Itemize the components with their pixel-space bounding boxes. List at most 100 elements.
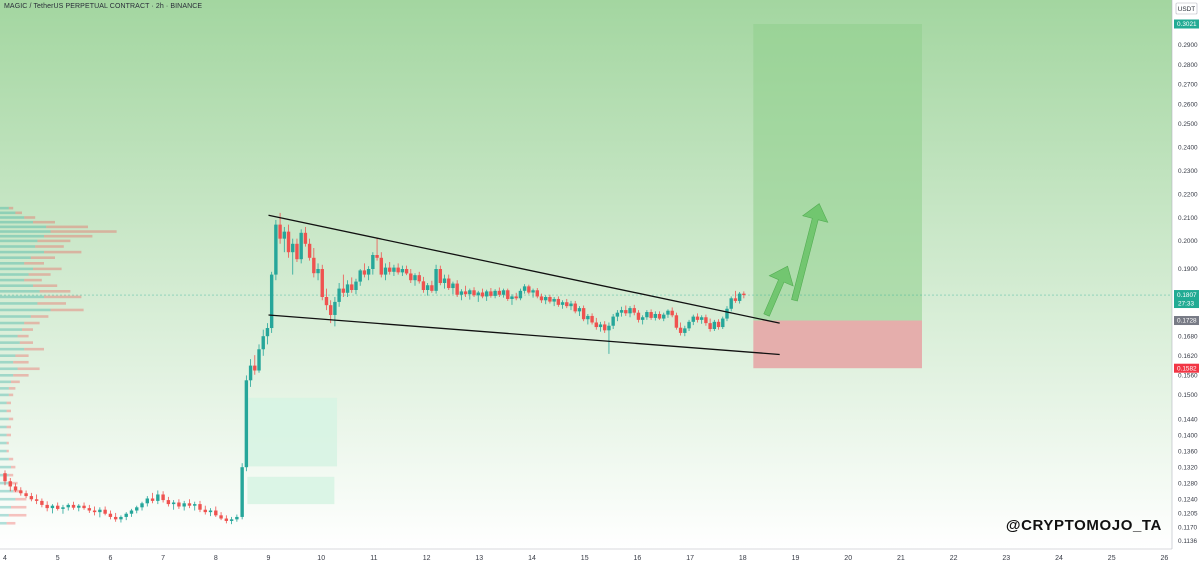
candle-body: [71, 504, 76, 508]
volume-profile-buy-bar: [0, 262, 25, 265]
trendline-upper: [268, 214, 780, 324]
price-label-last: 0.1807: [1177, 292, 1197, 299]
candle-body: [166, 500, 171, 505]
candle-body: [510, 296, 514, 299]
volume-profile-sell-bar: [24, 278, 42, 282]
time-tick-label: 24: [1055, 555, 1063, 562]
volume-profile-buy-bar: [0, 393, 9, 397]
candle-body: [103, 509, 107, 514]
volume-profile-sell-bar: [6, 521, 16, 525]
volume-profile-sell-bar: [8, 206, 14, 210]
volume-profile-buy-bar: [0, 409, 7, 413]
candle-body: [649, 312, 653, 318]
volume-profile-buy-bar: [0, 225, 47, 229]
candle-body: [396, 267, 400, 273]
volume-profile-sell-bar: [8, 457, 14, 461]
currency-box: [1175, 2, 1198, 15]
candle-body: [240, 467, 244, 517]
price-axis[interactable]: USDT 0.2900 0.2800 0.2700 0.2600 0.2500 0.2400…: [1171, 0, 1200, 565]
candle-body: [447, 278, 451, 289]
currency-label: USDT: [1178, 6, 1195, 13]
candle-body: [662, 314, 666, 319]
candle-body: [299, 232, 303, 260]
candle-body: [737, 293, 742, 301]
price-label-stop: 0.1582: [1177, 365, 1197, 372]
time-tick-label: 13: [475, 555, 483, 562]
price-label-box-stop: [1174, 363, 1199, 373]
candle-body: [463, 291, 468, 295]
candle-body: [362, 270, 367, 275]
chart-background: [0, 0, 1172, 549]
price-tick-label: 0.1500: [1178, 392, 1198, 399]
volume-profile-sell-bar: [33, 220, 55, 224]
volume-profile-sell-bar: [17, 334, 29, 338]
candle-body: [480, 292, 485, 297]
volume-profile-buy-bar: [0, 308, 51, 312]
candle-body: [674, 315, 679, 328]
volume-profile-sell-bar: [24, 347, 44, 351]
time-tick-label: 16: [634, 555, 642, 562]
volume-profile-buy-bar: [0, 284, 33, 287]
volume-profile-sell-bar: [17, 367, 40, 371]
candle-body: [632, 308, 636, 313]
volume-profile-buy-bar: [0, 206, 9, 210]
candle-body: [404, 269, 409, 274]
volume-profile-buy-bar: [0, 278, 25, 282]
candle-body: [50, 505, 55, 509]
candle-body: [354, 281, 358, 290]
candle-body: [489, 291, 493, 296]
time-tick-label: 23: [1002, 555, 1010, 562]
time-tick-label: 18: [739, 555, 747, 562]
candle-body: [92, 510, 97, 513]
volume-profile-buy-bar: [0, 250, 44, 254]
time-axis[interactable]: 4 5 6 7 8 9 10 11 12 13 14 15 16 17 18 19 20 21 22 23 24 25 26: [0, 548, 1172, 565]
price-tick-label: 0.2900: [1178, 42, 1198, 49]
candle-body: [375, 255, 379, 258]
candle-body: [291, 243, 295, 253]
candle-body: [29, 496, 34, 500]
candle-body: [320, 269, 324, 297]
candle-body: [248, 365, 253, 381]
volume-profile-sell-bar: [50, 230, 117, 233]
candle-body: [417, 275, 421, 282]
candle-body: [729, 298, 733, 309]
chart-title: MAGIC / TetherUS PERPETUAL CONTRACT · 2h…: [4, 3, 203, 10]
candle-body: [66, 504, 70, 508]
volume-profile-buy-bar: [0, 347, 25, 351]
candle-body: [229, 519, 234, 521]
price-tick-label: 0.2400: [1178, 145, 1198, 152]
volume-profile-sell-bar: [30, 256, 55, 259]
long-position-tool[interactable]: [753, 24, 922, 369]
candle-body: [438, 269, 443, 283]
candle-body: [657, 313, 662, 319]
candle-body: [556, 298, 561, 305]
candle-body: [98, 509, 102, 513]
candle-body: [619, 310, 624, 313]
price-label-target: 0.3021: [1177, 21, 1197, 28]
candle-body: [261, 336, 265, 350]
candle-body: [565, 302, 569, 307]
volume-profile-buy-bar: [0, 302, 38, 305]
candle-body: [603, 324, 607, 331]
candle-body: [400, 269, 405, 273]
volume-profile-buy-bar: [0, 211, 16, 215]
candle-body: [666, 310, 670, 315]
volume-profile-sell-bar: [44, 234, 93, 238]
trendlines[interactable]: [268, 214, 780, 356]
candle-body: [484, 291, 489, 297]
candle-body: [177, 502, 181, 507]
candle-body: [82, 505, 86, 509]
candle-body: [383, 267, 388, 275]
candle-body: [569, 303, 573, 307]
candle-body: [198, 504, 202, 510]
price-labels: 0.3021 0.1807 27:33 0.1728 0.1582: [1174, 19, 1199, 373]
volume-profile-buy-bar: [0, 220, 33, 224]
volume-profile-sell-bar: [39, 290, 71, 293]
candle-body: [518, 290, 523, 299]
volume-profile-buy-bar: [0, 290, 40, 293]
time-tick-label: 17: [686, 555, 694, 562]
volume-profile-sell-bar: [11, 465, 16, 469]
candle-body: [208, 510, 213, 513]
candle-body: [573, 303, 577, 312]
